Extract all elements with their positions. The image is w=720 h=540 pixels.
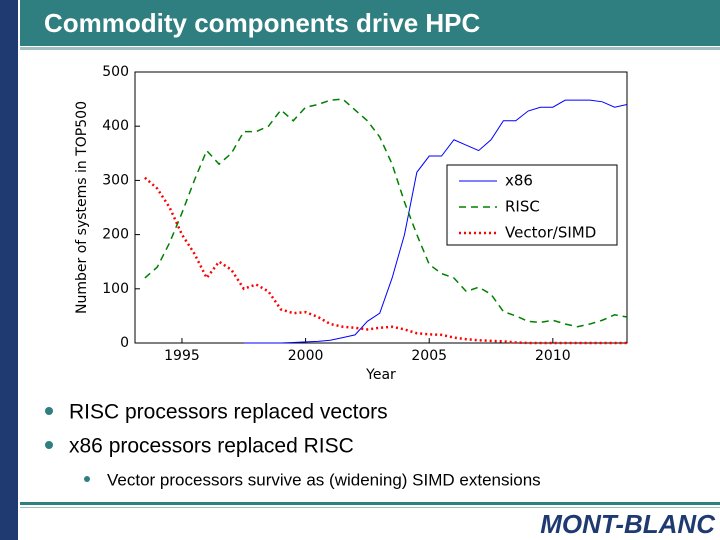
y-tick-label: 0 [120, 335, 129, 351]
y-axis-label: Number of systems in TOP500 [74, 101, 90, 314]
y-tick-label: 100 [102, 281, 129, 297]
slide-title: Commodity components drive HPC [44, 8, 480, 38]
x-tick-label: 2005 [411, 348, 447, 364]
legend-label: RISC [505, 198, 540, 216]
bullet-dot [84, 476, 90, 482]
series-line [144, 98, 628, 328]
legend-label: x86 [505, 172, 533, 190]
bullet-text: RISC processors replaced vectors [69, 401, 388, 424]
side-bar [0, 0, 18, 540]
bullet-dot [45, 407, 53, 415]
title-rule [20, 47, 720, 50]
y-tick-label: 400 [102, 118, 129, 134]
logo: MONT-BLANC [540, 509, 716, 539]
y-tick-label: 200 [102, 227, 129, 243]
bullet-text: Vector processors survive as (widening) … [107, 470, 541, 489]
y-tick-label: 300 [102, 172, 129, 188]
bullet-dot [45, 441, 53, 449]
series-line [144, 176, 627, 345]
x-tick-label: 2010 [535, 348, 571, 364]
y-tick-label: 500 [102, 64, 129, 80]
plot-frame [134, 71, 628, 344]
title-bar [20, 0, 720, 46]
series-line [243, 99, 628, 344]
footer-rule-2 [20, 507, 720, 508]
x-tick-label: 1995 [164, 348, 200, 364]
legend-label: Vector/SIMD [505, 224, 596, 242]
bullet-text: x86 processors replaced RISC [69, 435, 354, 458]
x-axis-label: Year [365, 367, 396, 383]
x-tick-label: 2000 [288, 348, 324, 364]
footer-rule [20, 502, 720, 505]
legend-box [446, 164, 618, 246]
